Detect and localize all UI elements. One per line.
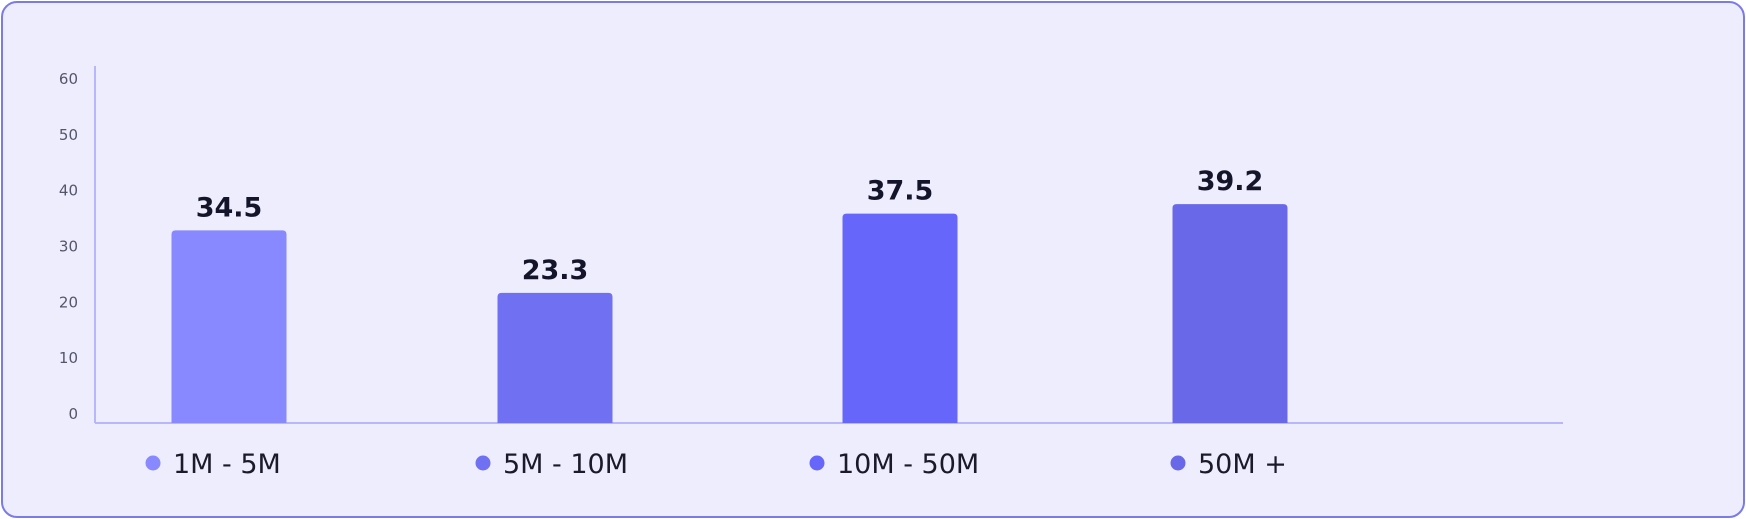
legend-label: 50M + bbox=[1198, 449, 1287, 480]
legend-label: 1M - 5M bbox=[173, 449, 281, 480]
bar bbox=[171, 230, 287, 423]
legend-label: 5M - 10M bbox=[503, 449, 628, 480]
bar-value-label: 34.5 bbox=[196, 192, 263, 223]
bar bbox=[1172, 204, 1288, 423]
bar bbox=[842, 213, 958, 423]
bar-value-label: 23.3 bbox=[522, 255, 589, 286]
y-tick-label: 50 bbox=[59, 126, 78, 144]
y-tick-label: 60 bbox=[59, 70, 78, 88]
y-tick-label: 20 bbox=[59, 293, 78, 311]
legend-dot-icon bbox=[1170, 455, 1186, 471]
bar-value-label: 39.2 bbox=[1197, 166, 1264, 197]
bar-value-label: 37.5 bbox=[867, 176, 934, 207]
bar bbox=[497, 292, 613, 423]
legend-dot-icon bbox=[475, 455, 491, 471]
y-tick-label: 40 bbox=[59, 182, 78, 200]
legend-label: 10M - 50M bbox=[837, 449, 979, 480]
legend-dot-icon bbox=[809, 455, 825, 471]
y-tick-label: 10 bbox=[59, 349, 78, 367]
legend-dot-icon bbox=[145, 455, 161, 471]
y-tick-label: 0 bbox=[68, 405, 78, 423]
y-tick-label: 30 bbox=[59, 238, 78, 256]
